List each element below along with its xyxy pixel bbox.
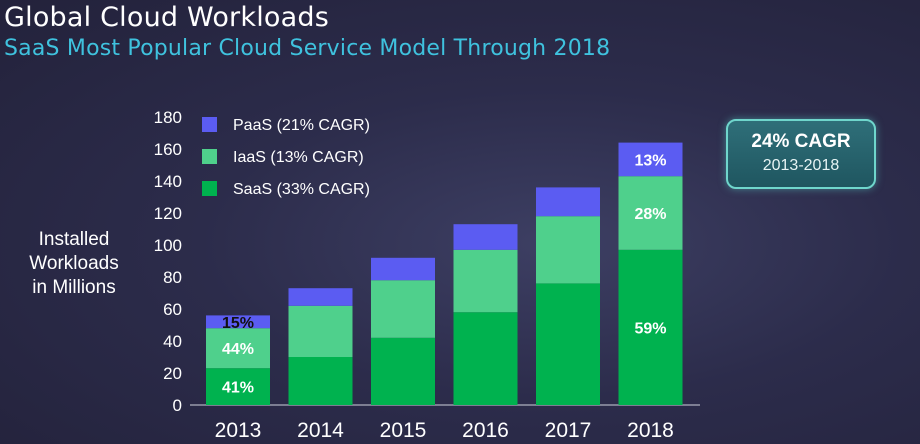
y-tick-label: 40 bbox=[163, 332, 182, 351]
bar-segment bbox=[206, 315, 270, 329]
legend-swatch bbox=[202, 149, 217, 164]
data-label: 13% bbox=[634, 152, 666, 169]
x-tick-label: 2016 bbox=[462, 419, 509, 442]
bar-segment bbox=[288, 305, 353, 357]
bar-segment bbox=[453, 224, 518, 250]
bar-segment bbox=[288, 357, 353, 405]
y-tick-label: 80 bbox=[163, 268, 182, 287]
legend-swatch bbox=[202, 181, 217, 196]
bar-segment bbox=[288, 288, 353, 306]
y-axis-label-line: Workloads bbox=[29, 253, 119, 274]
bar-segment bbox=[618, 176, 683, 250]
bar-segment bbox=[371, 280, 435, 338]
bar-segment bbox=[206, 368, 270, 405]
y-axis-label-line: in Millions bbox=[32, 277, 116, 298]
bar-segment bbox=[371, 257, 435, 281]
chart-title: Global Cloud Workloads bbox=[4, 2, 329, 33]
y-tick-label: 180 bbox=[154, 108, 182, 127]
y-tick-label: 100 bbox=[154, 236, 182, 255]
legend-label: IaaS (13% CAGR) bbox=[233, 149, 364, 166]
y-tick-label: 60 bbox=[163, 300, 182, 319]
bar-segment bbox=[536, 187, 600, 217]
bar-segment bbox=[618, 142, 683, 177]
data-label: 15% bbox=[222, 315, 254, 332]
data-label: 59% bbox=[634, 320, 666, 337]
chart-subtitle: SaaS Most Popular Cloud Service Model Th… bbox=[4, 36, 611, 61]
bar-segment bbox=[536, 283, 600, 405]
y-axis-label-line: Installed bbox=[38, 229, 110, 250]
x-tick-label: 2013 bbox=[215, 419, 262, 442]
y-tick-label: 160 bbox=[154, 140, 182, 159]
bar-segment bbox=[536, 216, 600, 284]
y-tick-label: 140 bbox=[154, 172, 182, 191]
legend-label: PaaS (21% CAGR) bbox=[233, 117, 370, 134]
cagr-callout: 24% CAGR 2013-2018 bbox=[726, 119, 876, 189]
legend-swatch bbox=[202, 117, 217, 132]
bar-segment bbox=[453, 312, 518, 405]
y-tick-label: 20 bbox=[163, 364, 182, 383]
y-tick-label: 120 bbox=[154, 204, 182, 223]
x-tick-label: 2018 bbox=[627, 419, 674, 442]
x-tick-label: 2015 bbox=[380, 419, 427, 442]
data-label: 41% bbox=[222, 380, 254, 397]
bar-segment bbox=[206, 328, 270, 369]
cagr-callout-value: 24% CAGR bbox=[751, 131, 851, 152]
bar-segment bbox=[453, 249, 518, 313]
y-axis-label: Installed Workloads in Millions bbox=[4, 228, 144, 300]
data-label: 28% bbox=[634, 206, 666, 223]
y-tick-label: 0 bbox=[173, 396, 182, 415]
bar-segment bbox=[618, 249, 683, 405]
data-label: 44% bbox=[222, 341, 254, 358]
legend-label: SaaS (33% CAGR) bbox=[233, 181, 370, 198]
bar-segment bbox=[371, 337, 435, 405]
x-tick-label: 2014 bbox=[297, 419, 344, 442]
cagr-callout-period: 2013-2018 bbox=[762, 157, 840, 174]
x-tick-label: 2017 bbox=[545, 419, 592, 442]
